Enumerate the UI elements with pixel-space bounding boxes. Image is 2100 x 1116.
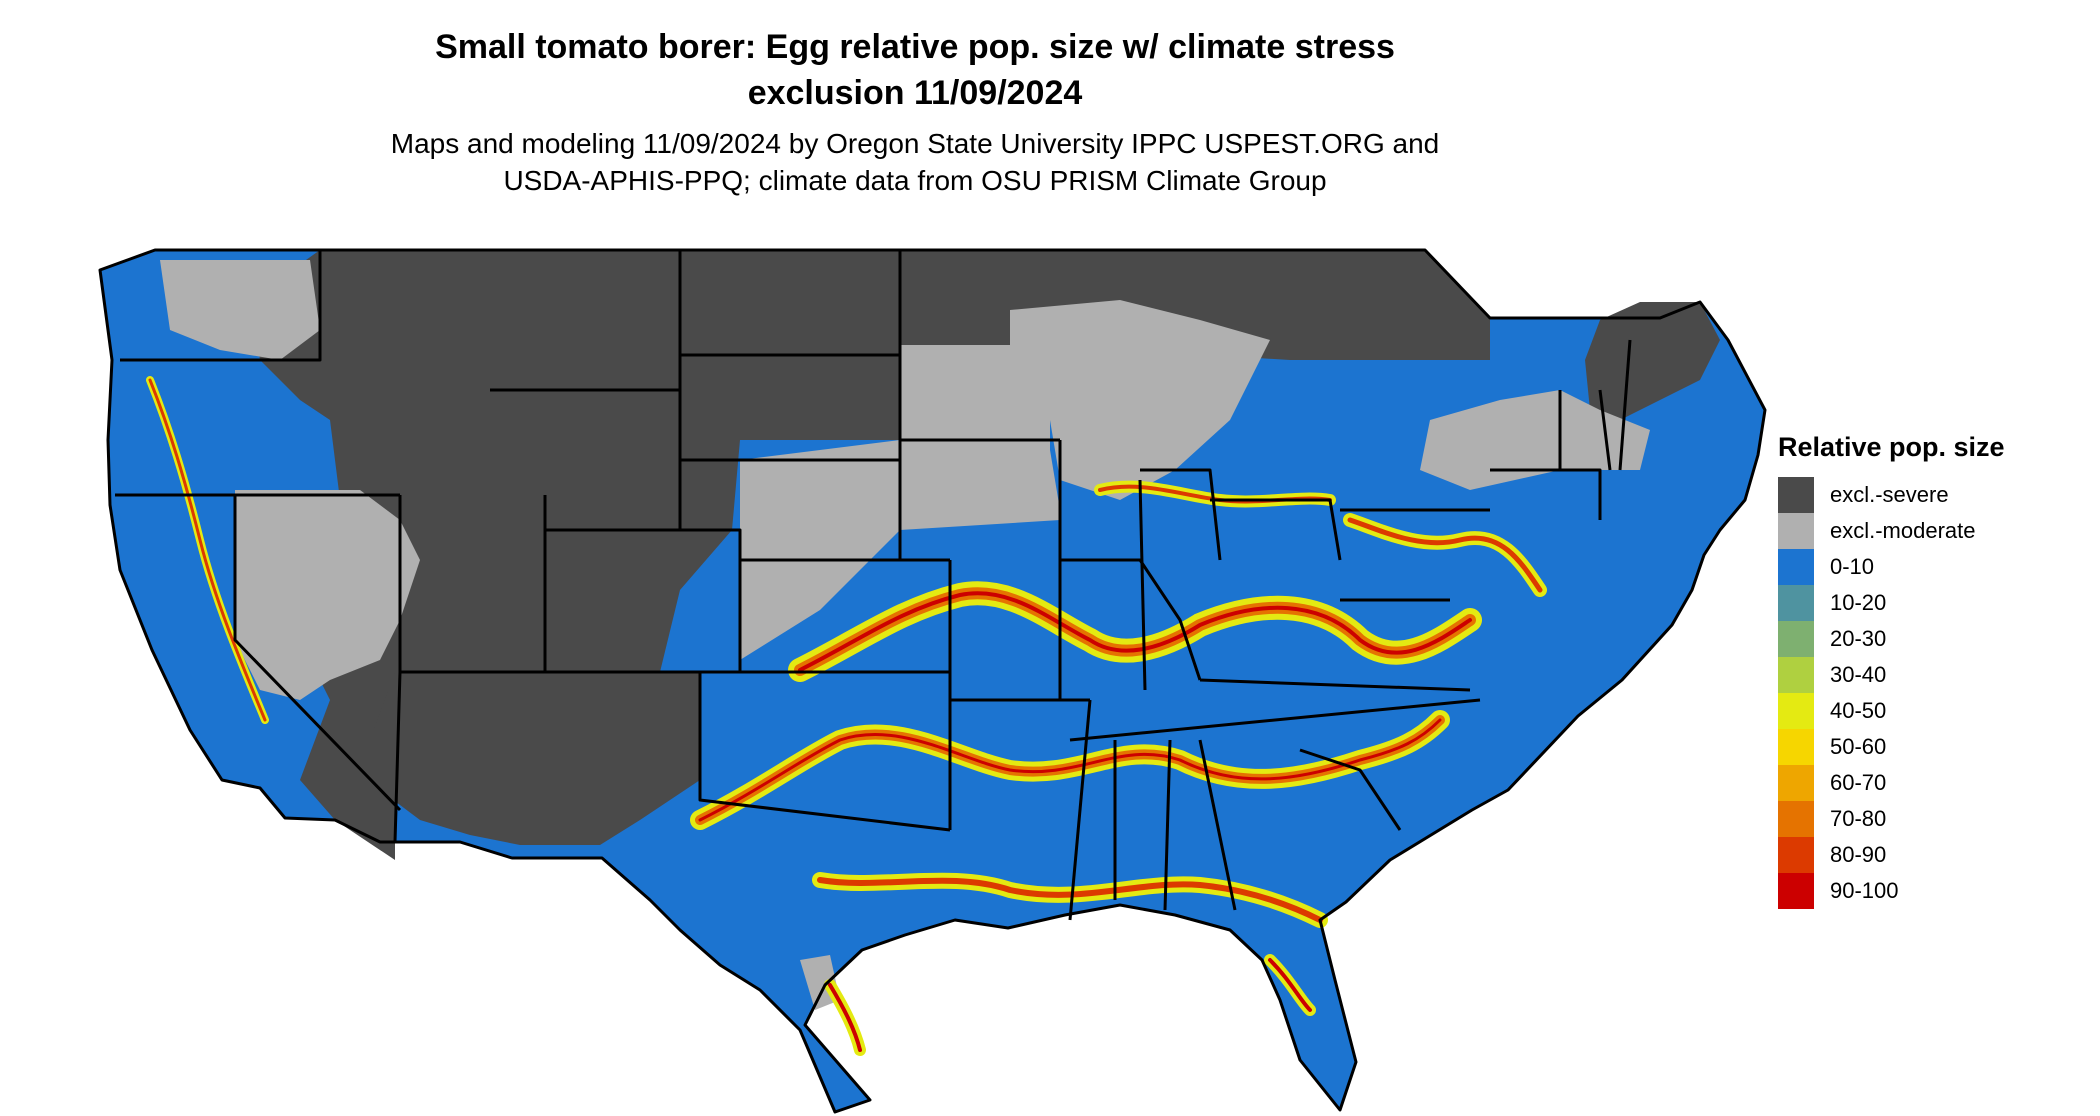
map-subtitle: Maps and modeling 11/09/2024 by Oregon S… [260, 125, 1570, 199]
legend-item: 10-20 [1778, 585, 2078, 621]
subtitle-line-2: USDA-APHIS-PPQ; climate data from OSU PR… [503, 165, 1327, 196]
legend-item: 90-100 [1778, 873, 2078, 909]
title-line-2: exclusion 11/09/2024 [747, 74, 1083, 112]
excl-moderate-northeast [1420, 390, 1650, 490]
legend-item: 80-90 [1778, 837, 2078, 873]
legend-item: excl.-severe [1778, 477, 2078, 513]
excl-severe-southwest [370, 672, 700, 845]
legend-label: 20-30 [1830, 626, 1887, 651]
legend-label: 50-60 [1830, 734, 1887, 759]
legend-item: 50-60 [1778, 729, 2078, 765]
legend-swatch [1778, 585, 1814, 621]
legend-item: 0-10 [1778, 549, 2078, 585]
legend-swatch [1778, 657, 1814, 693]
legend-label: 60-70 [1830, 770, 1887, 795]
legend-swatch [1778, 837, 1814, 873]
excl-severe-north [250, 250, 1490, 860]
legend-swatch [1778, 621, 1814, 657]
legend-title: Relative pop. size [1778, 432, 2005, 462]
legend-item: 20-30 [1778, 621, 2078, 657]
subtitle-line-1: Maps and modeling 11/09/2024 by Oregon S… [390, 128, 1440, 159]
legend-item: excl.-moderate [1778, 513, 2078, 549]
legend-label: excl.-severe [1830, 482, 1949, 507]
legend-item: 40-50 [1778, 693, 2078, 729]
legend-swatch [1778, 477, 1814, 513]
legend-swatch [1778, 873, 1814, 909]
excl-moderate-upper-midwest [1010, 300, 1270, 500]
legend: Relative pop. size excl.-severe excl.-mod… [1778, 432, 2078, 909]
legend-swatch [1778, 729, 1814, 765]
hotspot-bands [146, 376, 1547, 1056]
legend-label: 10-20 [1830, 590, 1887, 615]
legend-swatch [1778, 549, 1814, 585]
legend-label: 90-100 [1830, 878, 1899, 903]
legend-swatch [1778, 801, 1814, 837]
title-line-1: Small tomato borer: Egg relative pop. si… [435, 28, 1395, 66]
excl-severe-northeast [1585, 302, 1720, 420]
legend-item: 30-40 [1778, 657, 2078, 693]
legend-swatch [1778, 765, 1814, 801]
legend-item: 60-70 [1778, 765, 2078, 801]
excl-moderate-pacific-nw [160, 260, 320, 360]
excl-moderate-great-basin [235, 490, 420, 700]
legend-items: excl.-severe excl.-moderate 0-10 10-20 20-30… [1778, 477, 2078, 909]
legend-label: excl.-moderate [1830, 518, 1976, 543]
legend-label: 70-80 [1830, 806, 1887, 831]
legend-swatch [1778, 693, 1814, 729]
map-title: Small tomato borer: Egg relative pop. si… [260, 24, 1570, 116]
legend-label: 0-10 [1830, 554, 1875, 579]
legend-item: 70-80 [1778, 801, 2078, 837]
legend-label: 80-90 [1830, 842, 1887, 867]
state-borders [98, 248, 1767, 1114]
legend-label: 40-50 [1830, 698, 1887, 723]
legend-swatch [1778, 513, 1814, 549]
legend-label: 30-40 [1830, 662, 1887, 687]
